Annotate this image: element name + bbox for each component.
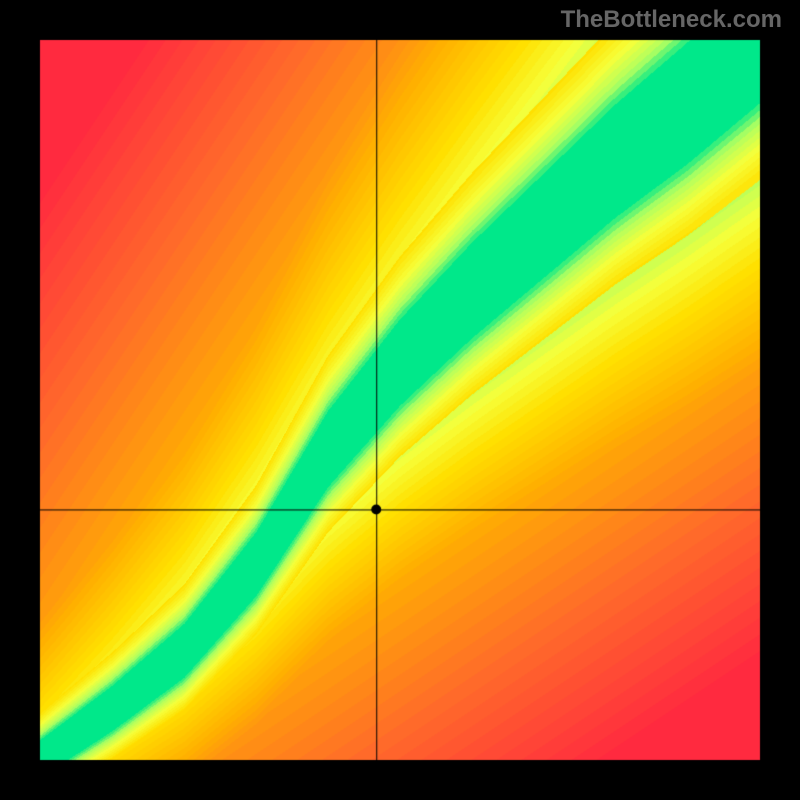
bottleneck-heatmap	[0, 0, 800, 800]
watermark-text: TheBottleneck.com	[561, 6, 782, 34]
